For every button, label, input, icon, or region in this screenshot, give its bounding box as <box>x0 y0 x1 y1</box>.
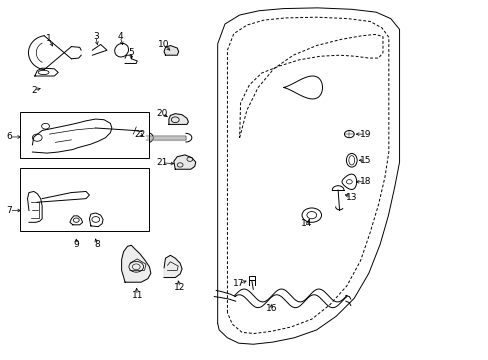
Text: 2: 2 <box>31 86 37 95</box>
Text: 17: 17 <box>232 279 244 288</box>
Text: 15: 15 <box>359 156 370 165</box>
Text: 13: 13 <box>346 193 357 202</box>
Polygon shape <box>163 45 178 55</box>
Text: 22: 22 <box>134 130 145 139</box>
Bar <box>20 112 149 158</box>
Polygon shape <box>163 255 182 278</box>
Text: 21: 21 <box>156 158 167 167</box>
Text: 1: 1 <box>45 34 51 43</box>
Text: 4: 4 <box>117 32 122 41</box>
Text: 18: 18 <box>359 177 370 186</box>
Polygon shape <box>168 114 188 125</box>
Polygon shape <box>92 44 107 55</box>
Text: 11: 11 <box>131 291 142 300</box>
Bar <box>20 168 149 231</box>
Text: 7: 7 <box>6 206 12 215</box>
Text: 12: 12 <box>174 283 185 292</box>
Text: 5: 5 <box>128 48 134 57</box>
Text: 8: 8 <box>94 240 100 249</box>
Polygon shape <box>146 135 185 140</box>
Text: 9: 9 <box>73 240 79 249</box>
Polygon shape <box>122 245 151 282</box>
Text: 10: 10 <box>158 40 169 49</box>
Text: 20: 20 <box>156 109 167 118</box>
Text: 6: 6 <box>6 132 12 141</box>
Text: 19: 19 <box>359 130 370 139</box>
Text: 16: 16 <box>265 304 277 313</box>
Text: 3: 3 <box>93 32 99 41</box>
Polygon shape <box>173 155 195 169</box>
Text: 14: 14 <box>301 219 312 228</box>
